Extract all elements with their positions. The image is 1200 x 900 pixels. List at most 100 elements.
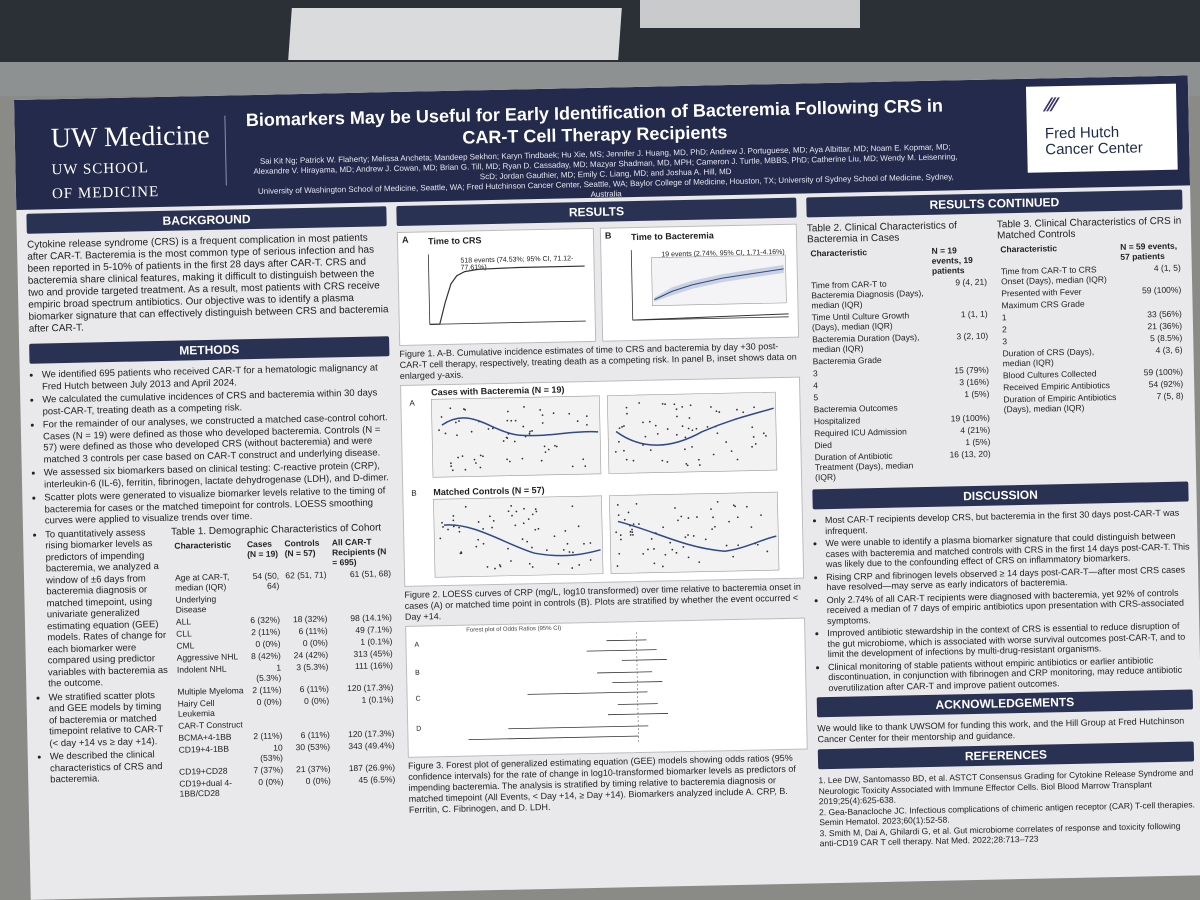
scatter-point [687, 534, 689, 536]
scatter-point [547, 448, 550, 451]
scatter-point [544, 451, 547, 454]
scatter-point [460, 551, 463, 554]
discussion-item: Clinical monitoring of stable patients w… [828, 654, 1193, 693]
scatter-point [681, 425, 684, 428]
scatter-point [578, 564, 581, 566]
scatter-point [534, 508, 537, 511]
scatter-point [620, 538, 622, 541]
scatter-point [614, 450, 617, 453]
scatter-point [704, 538, 707, 541]
scatter-point [715, 410, 718, 413]
uw-school-line2: OF MEDICINE [51, 183, 160, 203]
scatter-point [754, 443, 757, 445]
table-cell [248, 717, 286, 730]
scatter-point [736, 458, 739, 461]
scatter-point [473, 458, 476, 461]
scatter-point [482, 542, 485, 545]
scatter-point [502, 440, 505, 442]
uw-school-line1: UW SCHOOL [51, 160, 150, 179]
scatter-point [566, 542, 569, 545]
table-cell: 62 (51, 71) [285, 569, 327, 580]
table-header-row: Characteristic N = 19 events, 19 patients [807, 244, 990, 280]
svg-text:D: D [416, 726, 421, 733]
scatter-point [661, 459, 664, 462]
scatter-point [543, 445, 546, 448]
scatter-point [737, 544, 740, 547]
scatter-point [507, 510, 510, 513]
scatter-point [753, 406, 755, 409]
scatter-point [584, 465, 587, 468]
table-cell: Age at CAR-T, median (IQR) [174, 571, 230, 593]
bacteremia-incidence-chart [630, 250, 789, 321]
table-cell: 343 (49.4%) [348, 739, 395, 751]
scatter-point [458, 530, 461, 533]
scatter-point [450, 462, 452, 465]
table-cell: Time from CAR-T to Bacteremia Diagnosis … [810, 278, 924, 311]
scatter-point [745, 505, 748, 508]
scatter-point [716, 500, 719, 503]
scatter-point [661, 402, 664, 405]
poster: UW Medicine UW SCHOOL OF MEDICINE Biomar… [14, 75, 1200, 900]
methods-item: We described the clinical characteristic… [50, 749, 171, 786]
table-cell: 6 (11%) [299, 683, 329, 694]
scatter-point [698, 561, 701, 564]
scatter-point [710, 508, 712, 511]
scatter-point [552, 412, 555, 415]
scatter-point [623, 425, 625, 427]
table-cell: 0 (0%) [305, 775, 331, 786]
scatter-point [555, 445, 558, 448]
scatter-point [742, 411, 745, 414]
scatter-point [539, 409, 542, 411]
scatter-point [711, 528, 714, 530]
scatter-point [696, 516, 698, 518]
scatter-point [505, 436, 508, 439]
scatter-point [442, 526, 444, 528]
scatter-point [523, 507, 525, 510]
scatter-point [676, 415, 678, 418]
scatter-point [664, 403, 666, 406]
scatter-point [625, 406, 628, 409]
scatter-point [507, 547, 509, 550]
scatter-point [477, 538, 480, 541]
scatter-point [541, 422, 544, 424]
scatter-point [623, 518, 626, 521]
scatter-point [625, 458, 628, 461]
scatter-point [521, 538, 524, 541]
scatter-point [499, 565, 502, 568]
table-cell: 0 (0%) [302, 637, 328, 648]
table-row: Time from CAR-T to Bacteremia Diagnosis … [808, 276, 991, 312]
panel-a-annotation: 518 events (74.53%; 95% CI, 71.12-77.61%… [460, 255, 574, 272]
references-heading: REFERENCES [817, 741, 1195, 770]
scatter-point [568, 412, 571, 415]
scatter-point [617, 440, 620, 443]
table-cell: CD19+dual 4-1BB/CD28 [179, 777, 233, 799]
table-cell: 3 (5.3%) [296, 661, 329, 672]
scatter-point [487, 428, 490, 430]
scatter-point [589, 559, 592, 561]
scatter-point [766, 550, 769, 553]
scatter-point [677, 519, 679, 522]
discussion-list: Most CAR-T recipients develop CRS, but b… [813, 507, 1193, 693]
scatter-point [732, 504, 735, 507]
scatter-point [438, 429, 441, 432]
scatter-point [632, 523, 635, 526]
scatter-point [441, 521, 443, 524]
table-cell: 0 (0%) [256, 696, 282, 707]
scatter-point [653, 548, 655, 550]
table1-block: Table 1. Demographic Characteristics of … [171, 522, 399, 800]
scatter-point [506, 410, 509, 413]
background-heading: BACKGROUND [26, 206, 387, 234]
scatter-point [674, 507, 676, 509]
table-cell: 1 (5.3%) [256, 662, 282, 683]
scatter-point [691, 445, 693, 448]
table-cell: Time Until Culture Growth (Days), median… [811, 310, 910, 333]
table-cell: 8 (42%) [250, 650, 281, 661]
scatter-point [585, 415, 588, 418]
table-cell: 24 (42%) [293, 649, 329, 660]
scatter-point [725, 544, 728, 547]
scatter-point [456, 434, 458, 437]
scatter-point [457, 456, 460, 459]
ceiling-light-panel [288, 8, 622, 60]
scatter-point [506, 458, 508, 461]
scatter-point [451, 469, 454, 472]
